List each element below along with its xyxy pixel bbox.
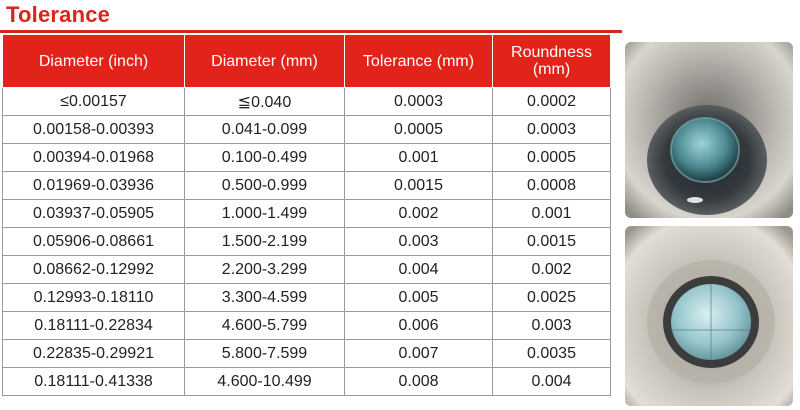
cell-roundness: 0.0005 xyxy=(492,143,611,172)
cell-roundness: 0.0002 xyxy=(492,87,611,116)
table-row: 0.00394-0.01968 0.100-0.499 0.001 0.0005 xyxy=(2,143,611,172)
cell-diameter-inch: 0.03937-0.05905 xyxy=(2,199,185,228)
cell-tolerance: 0.008 xyxy=(344,367,493,396)
cell-roundness: 0.003 xyxy=(492,311,611,340)
cell-diameter-inch: 0.22835-0.29921 xyxy=(2,339,185,368)
cell-roundness: 0.0035 xyxy=(492,339,611,368)
cell-diameter-inch: ≤0.00157 xyxy=(2,87,185,116)
table-row: 0.18111-0.41338 4.600-10.499 0.008 0.004 xyxy=(2,367,611,396)
page-title: Tolerance xyxy=(6,2,111,27)
cell-tolerance: 0.004 xyxy=(344,255,493,284)
cell-tolerance: 0.003 xyxy=(344,227,493,256)
cell-diameter-inch: 0.05906-0.08661 xyxy=(2,227,185,256)
header-roundness: Roundness (mm) xyxy=(492,34,611,88)
cell-diameter-mm: 3.300-4.599 xyxy=(184,283,345,312)
cell-tolerance: 0.006 xyxy=(344,311,493,340)
cell-diameter-mm: 0.041-0.099 xyxy=(184,115,345,144)
cell-roundness: 0.004 xyxy=(492,367,611,396)
cell-tolerance: 0.001 xyxy=(344,143,493,172)
cell-tolerance: 0.005 xyxy=(344,283,493,312)
cell-tolerance: 0.0005 xyxy=(344,115,493,144)
cell-diameter-inch: 0.08662-0.12992 xyxy=(2,255,185,284)
table-row: ≤0.00157 ≦0.040 0.0003 0.0002 xyxy=(2,87,611,116)
bearing-bore-photo xyxy=(625,42,793,218)
cell-diameter-inch: 0.00394-0.01968 xyxy=(2,143,185,172)
table-row: 0.08662-0.12992 2.200-3.299 0.004 0.002 xyxy=(2,255,611,284)
cell-roundness: 0.0025 xyxy=(492,283,611,312)
cell-diameter-mm: 2.200-3.299 xyxy=(184,255,345,284)
cell-diameter-mm: 1.000-1.499 xyxy=(184,199,345,228)
cell-diameter-mm: 1.500-2.199 xyxy=(184,227,345,256)
cell-diameter-mm: 5.800-7.599 xyxy=(184,339,345,368)
tolerance-table: Diameter (inch) Diameter (mm) Tolerance … xyxy=(2,34,611,396)
cell-roundness: 0.001 xyxy=(492,199,611,228)
table-row: 0.05906-0.08661 1.500-2.199 0.003 0.0015 xyxy=(2,227,611,256)
cell-tolerance: 0.0003 xyxy=(344,87,493,116)
table-row: 0.18111-0.22834 4.600-5.799 0.006 0.003 xyxy=(2,311,611,340)
cell-diameter-mm: 0.100-0.499 xyxy=(184,143,345,172)
cell-diameter-inch: 0.00158-0.00393 xyxy=(2,115,185,144)
bushing-bore-photo xyxy=(625,226,793,406)
cell-diameter-inch: 0.18111-0.22834 xyxy=(2,311,185,340)
cell-roundness: 0.0015 xyxy=(492,227,611,256)
cell-diameter-inch: 0.01969-0.03936 xyxy=(2,171,185,200)
title-underline xyxy=(0,30,622,33)
table-header-row: Diameter (inch) Diameter (mm) Tolerance … xyxy=(2,34,611,88)
table-row: 0.01969-0.03936 0.500-0.999 0.0015 0.0008 xyxy=(2,171,611,200)
header-diameter-mm: Diameter (mm) xyxy=(184,34,345,88)
cell-roundness: 0.0008 xyxy=(492,171,611,200)
cell-diameter-inch: 0.18111-0.41338 xyxy=(2,367,185,396)
table-row: 0.12993-0.18110 3.300-4.599 0.005 0.0025 xyxy=(2,283,611,312)
table-row: 0.03937-0.05905 1.000-1.499 0.002 0.001 xyxy=(2,199,611,228)
cell-diameter-inch: 0.12993-0.18110 xyxy=(2,283,185,312)
cell-roundness: 0.002 xyxy=(492,255,611,284)
cell-diameter-mm: 0.500-0.999 xyxy=(184,171,345,200)
cell-diameter-mm: 4.600-10.499 xyxy=(184,367,345,396)
cell-tolerance: 0.007 xyxy=(344,339,493,368)
cell-diameter-mm: ≦0.040 xyxy=(184,87,345,116)
table-row: 0.00158-0.00393 0.041-0.099 0.0005 0.0003 xyxy=(2,115,611,144)
cell-roundness: 0.0003 xyxy=(492,115,611,144)
cell-tolerance: 0.0015 xyxy=(344,171,493,200)
cell-tolerance: 0.002 xyxy=(344,199,493,228)
cell-diameter-mm: 4.600-5.799 xyxy=(184,311,345,340)
header-diameter-inch: Diameter (inch) xyxy=(2,34,185,88)
header-tolerance: Tolerance (mm) xyxy=(344,34,493,88)
table-row: 0.22835-0.29921 5.800-7.599 0.007 0.0035 xyxy=(2,339,611,368)
